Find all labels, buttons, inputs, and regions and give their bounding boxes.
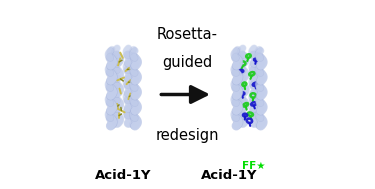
Text: FF★: FF★ <box>242 161 265 171</box>
Text: redesign: redesign <box>156 128 219 143</box>
Text: guided: guided <box>162 55 213 70</box>
Text: Acid-1Y: Acid-1Y <box>94 169 151 182</box>
Text: Acid-1Y: Acid-1Y <box>201 169 257 182</box>
Text: Rosetta-: Rosetta- <box>157 27 218 42</box>
